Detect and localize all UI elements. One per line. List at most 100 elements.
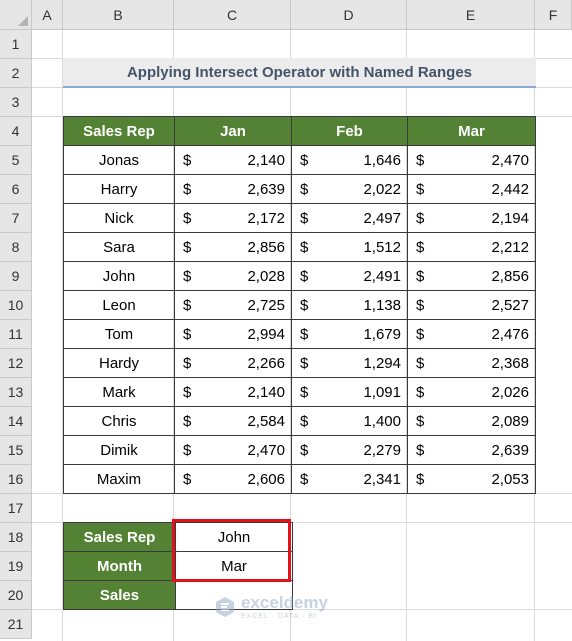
sheet-title[interactable]: Applying Intersect Operator with Named R… bbox=[63, 58, 536, 88]
column-header-c[interactable]: C bbox=[174, 0, 291, 30]
sales-rep-cell[interactable]: Leon bbox=[63, 290, 175, 320]
sales-rep-cell[interactable]: Chris bbox=[63, 406, 175, 436]
row-header[interactable]: 19 bbox=[0, 552, 32, 581]
jan-cell[interactable]: $2,266 bbox=[174, 348, 292, 378]
sales-rep-cell[interactable]: Nick bbox=[63, 203, 175, 233]
row-header[interactable]: 12 bbox=[0, 349, 32, 378]
sales-rep-cell[interactable]: Sara bbox=[63, 232, 175, 262]
jan-cell[interactable]: $2,725 bbox=[174, 290, 292, 320]
row-header[interactable]: 13 bbox=[0, 378, 32, 407]
sales-rep-input[interactable]: John bbox=[175, 522, 293, 552]
mar-cell[interactable]: $2,053 bbox=[407, 464, 536, 494]
mar-cell[interactable]: $2,639 bbox=[407, 435, 536, 465]
amount: 2,994 bbox=[247, 325, 285, 343]
amount: 2,053 bbox=[491, 470, 529, 488]
watermark-tagline: EXCEL · DATA · BI bbox=[241, 613, 317, 620]
mar-cell[interactable]: $2,368 bbox=[407, 348, 536, 378]
amount: 2,266 bbox=[247, 354, 285, 372]
header-jan[interactable]: Jan bbox=[174, 116, 292, 146]
row-header[interactable]: 8 bbox=[0, 233, 32, 262]
column-header-f[interactable]: F bbox=[535, 0, 572, 30]
jan-cell[interactable]: $2,140 bbox=[174, 145, 292, 175]
amount: 1,091 bbox=[363, 383, 401, 401]
mar-cell[interactable]: $2,212 bbox=[407, 232, 536, 262]
feb-cell[interactable]: $1,646 bbox=[291, 145, 408, 175]
jan-cell[interactable]: $2,470 bbox=[174, 435, 292, 465]
feb-cell[interactable]: $1,679 bbox=[291, 319, 408, 349]
month-input[interactable]: Mar bbox=[175, 551, 293, 581]
column-header-e[interactable]: E bbox=[407, 0, 535, 30]
header-sales-rep[interactable]: Sales Rep bbox=[63, 116, 175, 146]
column-header-b[interactable]: B bbox=[63, 0, 174, 30]
column-header-a[interactable]: A bbox=[32, 0, 63, 30]
jan-cell[interactable]: $2,994 bbox=[174, 319, 292, 349]
mar-cell[interactable]: $2,856 bbox=[407, 261, 536, 291]
sales-rep-cell[interactable]: Mark bbox=[63, 377, 175, 407]
feb-cell[interactable]: $1,294 bbox=[291, 348, 408, 378]
sales-rep-label[interactable]: Sales Rep bbox=[63, 522, 176, 552]
lookup-row-month: Month Mar bbox=[63, 551, 293, 581]
currency-symbol: $ bbox=[416, 180, 425, 198]
header-mar[interactable]: Mar bbox=[407, 116, 536, 146]
jan-cell[interactable]: $2,172 bbox=[174, 203, 292, 233]
row-header[interactable]: 6 bbox=[0, 175, 32, 204]
row-header[interactable]: 21 bbox=[0, 610, 32, 639]
table-row: Hardy $2,266 $1,294 $2,368 bbox=[63, 348, 536, 378]
row-header[interactable]: 1 bbox=[0, 30, 32, 59]
row-header[interactable]: 4 bbox=[0, 117, 32, 146]
row-header[interactable]: 18 bbox=[0, 523, 32, 552]
row-header[interactable]: 15 bbox=[0, 436, 32, 465]
sales-rep-cell[interactable]: Jonas bbox=[63, 145, 175, 175]
mar-cell[interactable]: $2,089 bbox=[407, 406, 536, 436]
row-header[interactable]: 10 bbox=[0, 291, 32, 320]
sales-rep-cell[interactable]: Maxim bbox=[63, 464, 175, 494]
feb-cell[interactable]: $1,091 bbox=[291, 377, 408, 407]
row-header[interactable]: 16 bbox=[0, 465, 32, 494]
mar-cell[interactable]: $2,026 bbox=[407, 377, 536, 407]
jan-cell[interactable]: $2,639 bbox=[174, 174, 292, 204]
jan-cell[interactable]: $2,856 bbox=[174, 232, 292, 262]
sales-rep-cell[interactable]: Dimik bbox=[63, 435, 175, 465]
mar-cell[interactable]: $2,470 bbox=[407, 145, 536, 175]
mar-cell[interactable]: $2,476 bbox=[407, 319, 536, 349]
sales-rep-cell[interactable]: Hardy bbox=[63, 348, 175, 378]
header-feb[interactable]: Feb bbox=[291, 116, 408, 146]
feb-cell[interactable]: $2,491 bbox=[291, 261, 408, 291]
jan-cell[interactable]: $2,584 bbox=[174, 406, 292, 436]
mar-cell[interactable]: $2,527 bbox=[407, 290, 536, 320]
currency-symbol: $ bbox=[416, 151, 425, 169]
month-label[interactable]: Month bbox=[63, 551, 176, 581]
row-header[interactable]: 14 bbox=[0, 407, 32, 436]
row-header[interactable]: 2 bbox=[0, 59, 32, 88]
mar-cell[interactable]: $2,442 bbox=[407, 174, 536, 204]
feb-cell[interactable]: $2,022 bbox=[291, 174, 408, 204]
row-header[interactable]: 9 bbox=[0, 262, 32, 291]
sales-label[interactable]: Sales bbox=[63, 580, 176, 610]
row-header[interactable]: 20 bbox=[0, 581, 32, 610]
row-header[interactable]: 17 bbox=[0, 494, 32, 523]
amount: 2,856 bbox=[491, 267, 529, 285]
feb-cell[interactable]: $2,341 bbox=[291, 464, 408, 494]
sales-rep-cell[interactable]: Harry bbox=[63, 174, 175, 204]
amount: 1,512 bbox=[363, 238, 401, 256]
sales-rep-cell[interactable]: John bbox=[63, 261, 175, 291]
feb-cell[interactable]: $1,138 bbox=[291, 290, 408, 320]
feb-cell[interactable]: $1,400 bbox=[291, 406, 408, 436]
feb-cell[interactable]: $1,512 bbox=[291, 232, 408, 262]
jan-cell[interactable]: $2,140 bbox=[174, 377, 292, 407]
feb-cell[interactable]: $2,497 bbox=[291, 203, 408, 233]
row-header[interactable]: 11 bbox=[0, 320, 32, 349]
select-all-corner[interactable] bbox=[0, 0, 32, 30]
jan-cell[interactable]: $2,606 bbox=[174, 464, 292, 494]
row-header[interactable]: 7 bbox=[0, 204, 32, 233]
column-header-d[interactable]: D bbox=[291, 0, 407, 30]
feb-cell[interactable]: $2,279 bbox=[291, 435, 408, 465]
amount: 2,172 bbox=[247, 209, 285, 227]
mar-cell[interactable]: $2,194 bbox=[407, 203, 536, 233]
currency-symbol: $ bbox=[300, 209, 309, 227]
sales-rep-cell[interactable]: Tom bbox=[63, 319, 175, 349]
currency-symbol: $ bbox=[300, 383, 309, 401]
row-header[interactable]: 3 bbox=[0, 88, 32, 117]
row-header[interactable]: 5 bbox=[0, 146, 32, 175]
jan-cell[interactable]: $2,028 bbox=[174, 261, 292, 291]
